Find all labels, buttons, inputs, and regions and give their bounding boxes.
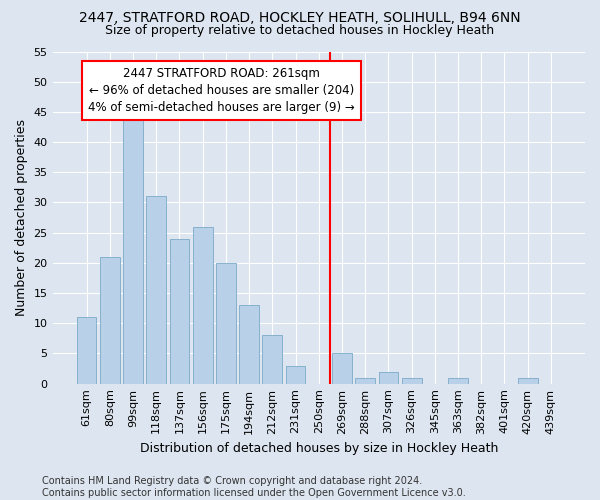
Bar	[286, 366, 305, 384]
Bar	[123, 106, 143, 384]
X-axis label: Distribution of detached houses by size in Hockley Heath: Distribution of detached houses by size …	[140, 442, 498, 455]
Bar	[239, 305, 259, 384]
Bar	[355, 378, 375, 384]
Bar	[146, 196, 166, 384]
Bar	[262, 336, 282, 384]
Bar	[379, 372, 398, 384]
Bar	[518, 378, 538, 384]
Bar	[216, 263, 236, 384]
Bar	[193, 226, 212, 384]
Text: Size of property relative to detached houses in Hockley Heath: Size of property relative to detached ho…	[106, 24, 494, 37]
Text: Contains HM Land Registry data © Crown copyright and database right 2024.
Contai: Contains HM Land Registry data © Crown c…	[42, 476, 466, 498]
Bar	[332, 354, 352, 384]
Y-axis label: Number of detached properties: Number of detached properties	[15, 119, 28, 316]
Bar	[100, 257, 119, 384]
Bar	[448, 378, 468, 384]
Text: 2447 STRATFORD ROAD: 261sqm
← 96% of detached houses are smaller (204)
4% of sem: 2447 STRATFORD ROAD: 261sqm ← 96% of det…	[88, 66, 355, 114]
Bar	[170, 238, 190, 384]
Text: 2447, STRATFORD ROAD, HOCKLEY HEATH, SOLIHULL, B94 6NN: 2447, STRATFORD ROAD, HOCKLEY HEATH, SOL…	[79, 11, 521, 25]
Bar	[77, 317, 97, 384]
Bar	[402, 378, 422, 384]
